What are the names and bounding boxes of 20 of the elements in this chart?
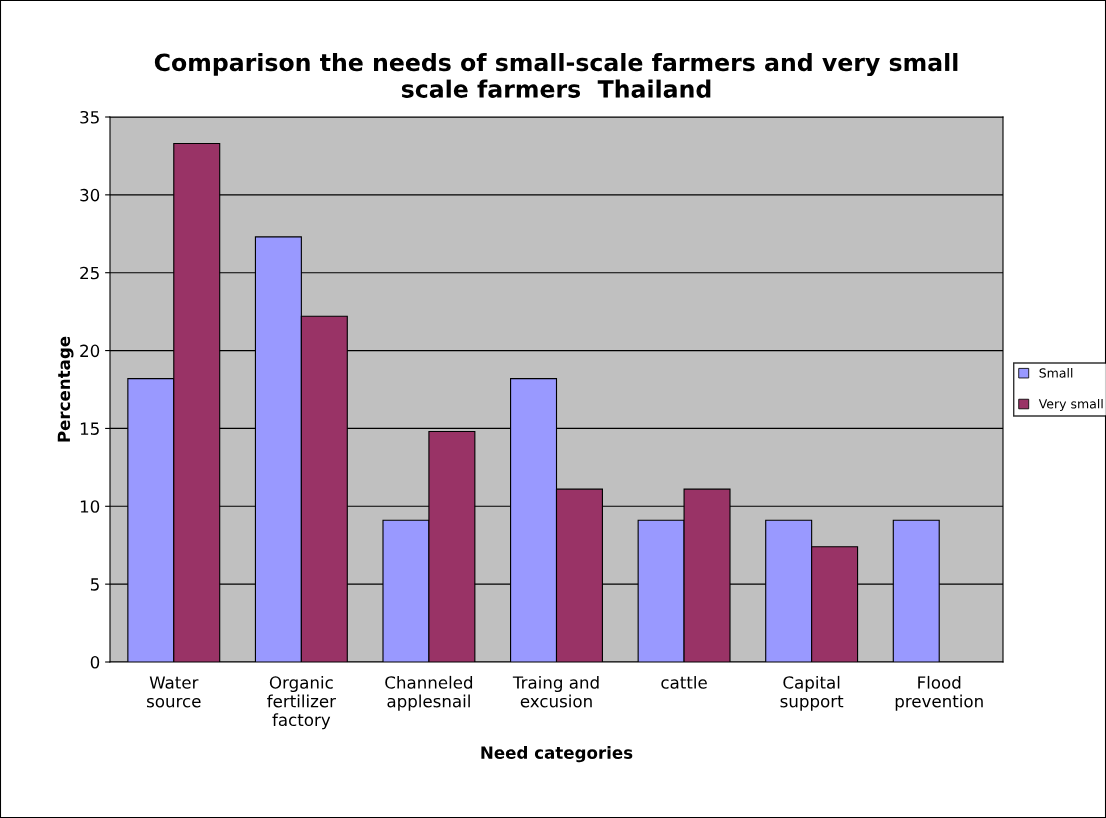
legend-label: Very small [1038,398,1103,411]
y-axis-title: Percentage [57,336,74,442]
legend-label: Small [1039,368,1073,378]
x-tick-label: Organic fertilizer factory [267,675,336,730]
y-tick-label: 5 [90,578,99,591]
y-tick-label: 35 [80,110,99,124]
x-axis-title: Need categories [481,746,633,763]
x-tick-label: Water source [147,676,201,708]
x-tick-label: Capital support [780,675,844,711]
x-tick-label: Flood prevention [895,675,983,711]
x-tick-label: Channeled applesnail [385,675,473,711]
chart-title: Comparison the needs of small-scale farmers and very small scale farmers Thailand [154,52,958,98]
x-tick-label: cattle [661,675,707,689]
y-tick-label: 0 [90,655,100,669]
x-tick-label: Traing and excusion [512,675,599,708]
y-tick-label: 15 [80,422,99,435]
y-tick-label: 20 [80,344,100,358]
y-tick-label: 25 [80,266,99,280]
y-tick-label: 30 [80,188,100,202]
y-tick-label: 10 [80,500,100,513]
